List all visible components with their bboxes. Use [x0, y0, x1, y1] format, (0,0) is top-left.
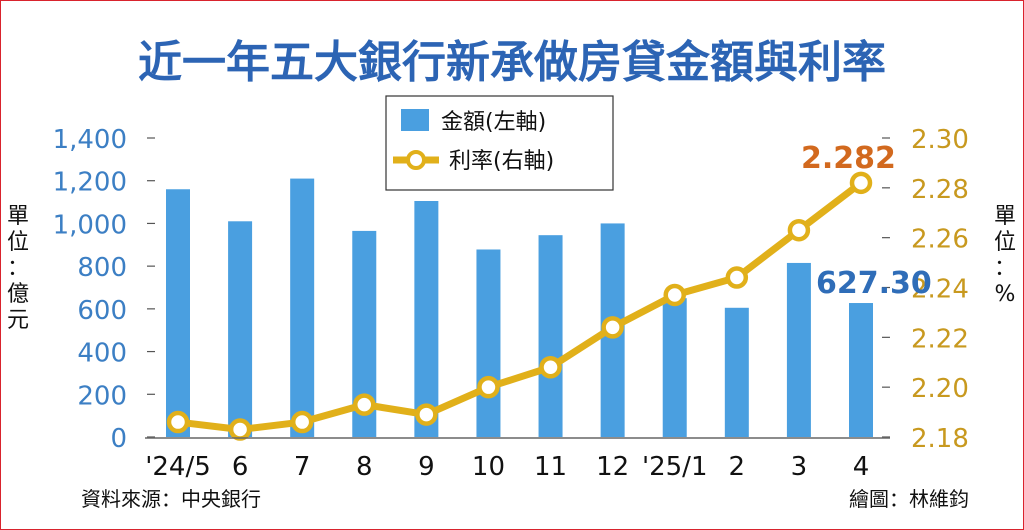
amount-bar — [166, 189, 190, 437]
source-note: 資料來源：中央銀行 — [81, 487, 261, 511]
x-axis: '24/5 6 7 8 9 10 11 12 '25/1 2 3 4 — [145, 437, 890, 482]
legend-rate-label: 利率(右軸) — [449, 149, 554, 174]
right-tick-label: 2.22 — [911, 324, 969, 354]
rate-series-line — [177, 180, 864, 434]
x-tick-label: '24/5 — [145, 452, 211, 482]
left-tick-label: 800 — [77, 253, 127, 283]
left-tick-label: 400 — [77, 339, 127, 369]
right-tick-label: 2.28 — [911, 175, 969, 205]
amount-bar — [849, 303, 873, 437]
right-tick-label: 2.30 — [911, 125, 969, 155]
right-tick-label: 2.18 — [911, 424, 969, 454]
rate-point — [725, 266, 749, 289]
amount-bar — [414, 201, 439, 437]
rate-point — [663, 283, 686, 307]
rate-end-annotation: 2.282 — [801, 141, 896, 176]
x-tick-label: '25/1 — [642, 452, 708, 482]
legend-line-marker — [406, 150, 426, 170]
amount-end-annotation: 627.30 — [816, 266, 932, 301]
rate-point — [787, 218, 811, 242]
chart-title: 近一年五大銀行新承做房貸金額與利率 — [138, 37, 886, 88]
amount-bar — [228, 221, 253, 437]
legend-amount-label: 金額(左軸) — [441, 110, 546, 135]
rate-point — [477, 375, 500, 399]
left-tick-label: 0 — [110, 424, 127, 454]
amount-bar — [724, 307, 749, 437]
left-tick-label: 1,200 — [53, 168, 127, 198]
left-axis: 0 200 400 600 800 1,000 1,200 1,400 單位：億元 — [7, 125, 155, 454]
amount-bar — [786, 262, 811, 437]
left-tick-label: 1,000 — [53, 210, 127, 240]
amount-bars — [166, 178, 873, 438]
legend: 金額(左軸) 利率(右軸) — [385, 95, 614, 191]
right-tick-label: 2.20 — [911, 374, 969, 404]
left-tick-label: 200 — [77, 381, 127, 411]
x-tick-label: 11 — [534, 452, 567, 482]
left-tick-label: 600 — [77, 296, 127, 326]
x-tick-label: 6 — [232, 452, 249, 482]
amount-bar — [662, 298, 687, 437]
credit-note: 繪圖：林維鈞 — [849, 487, 969, 511]
rate-point — [228, 418, 252, 441]
amount-bar — [538, 235, 563, 437]
rate-point — [415, 403, 438, 426]
rate-point — [849, 171, 873, 195]
right-tick-label: 2.26 — [911, 225, 969, 255]
x-tick-label: 7 — [294, 452, 311, 482]
x-tick-label: 2 — [729, 452, 746, 482]
rate-point — [353, 393, 376, 416]
legend-bar-swatch — [401, 109, 429, 131]
rate-point — [290, 410, 314, 434]
right-axis: 2.18 2.20 2.22 2.24 2.26 2.28 2.30 單位：% — [882, 125, 1016, 454]
x-tick-label: 12 — [596, 452, 629, 482]
x-tick-label: 9 — [418, 452, 435, 482]
x-tick-label: 3 — [791, 452, 808, 482]
left-axis-unit-label: 單位：億元 — [7, 204, 29, 333]
right-axis-unit-label: 單位：% — [994, 204, 1016, 307]
amount-bar — [290, 178, 315, 438]
right-tick-label: 2.24 — [911, 275, 969, 305]
left-tick-label: 1,400 — [53, 125, 127, 155]
x-tick-label: 4 — [853, 452, 870, 482]
rate-line — [166, 171, 873, 441]
rate-point — [601, 316, 624, 339]
x-tick-label: 8 — [356, 452, 373, 482]
rate-point — [166, 410, 190, 434]
rate-point — [539, 355, 562, 379]
amount-bar — [476, 249, 501, 437]
x-tick-label: 10 — [472, 452, 505, 482]
